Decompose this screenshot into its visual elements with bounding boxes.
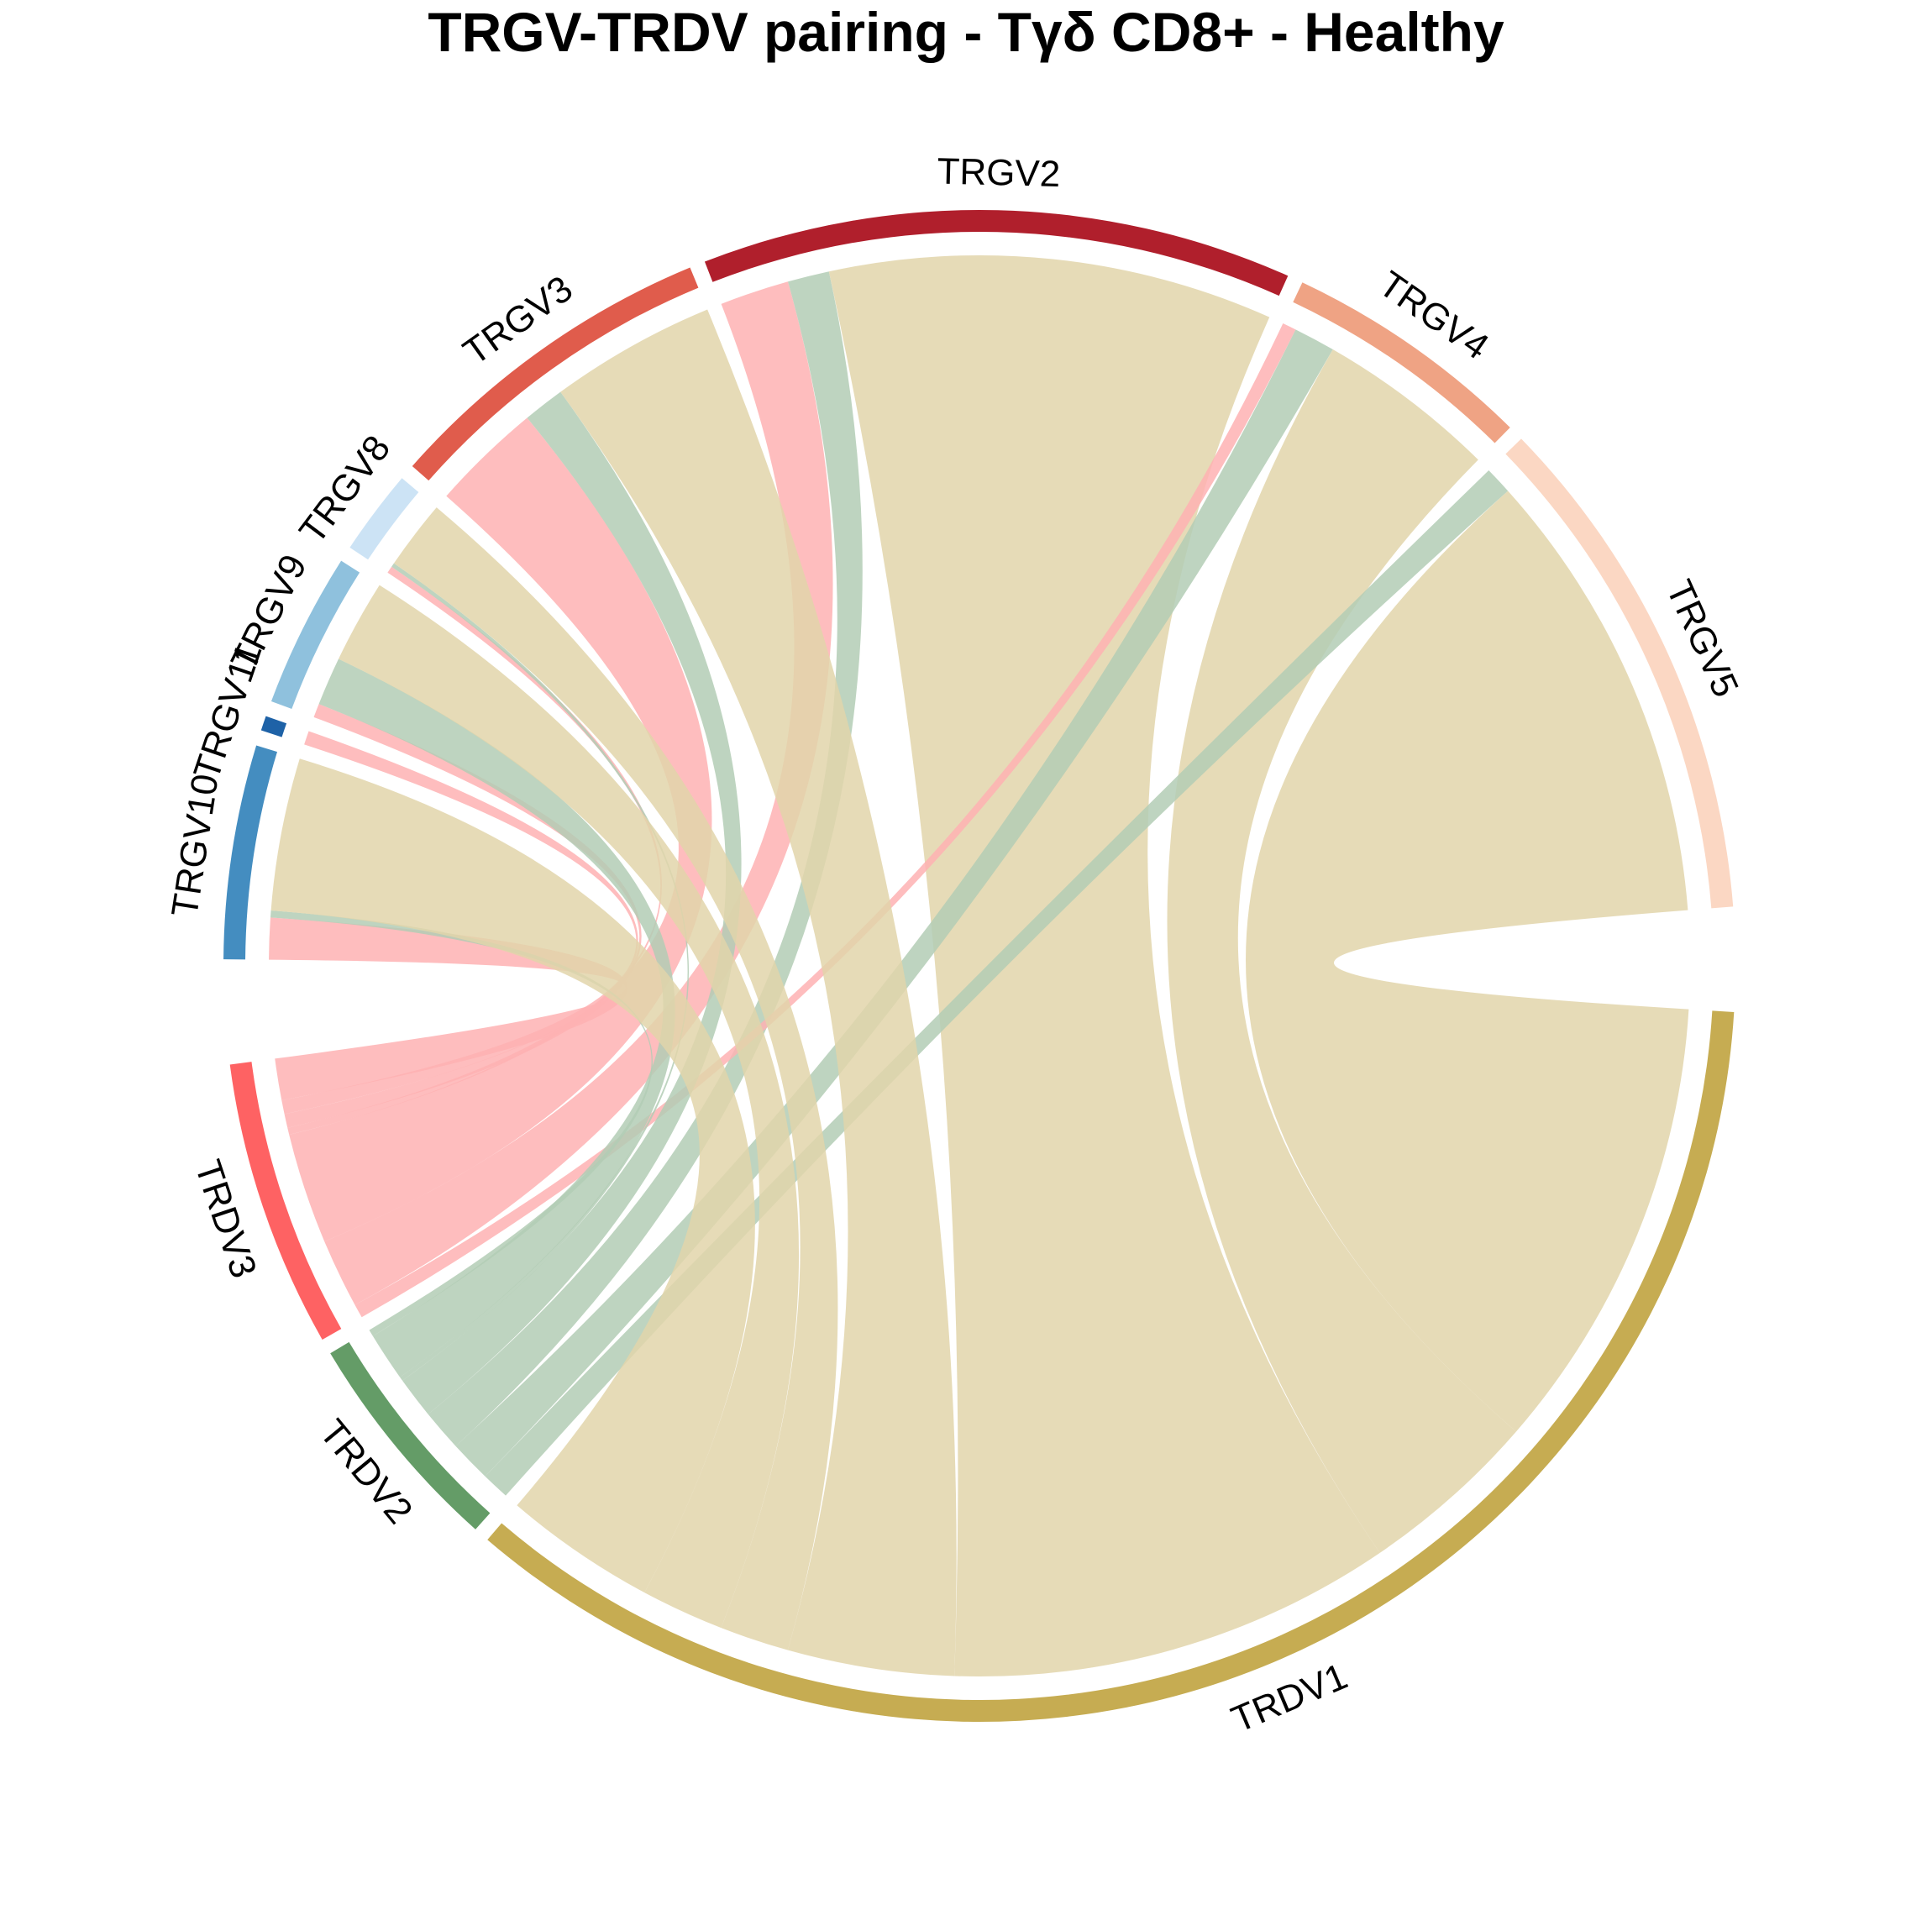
track-trgv2 [704, 210, 1289, 296]
link-trgv4-trdv2 [455, 329, 1333, 1477]
link-trgv3-trdv1 [560, 309, 957, 1676]
link-trgv4-trdv1 [1167, 349, 1516, 1553]
link-trgv9-trdv1 [339, 585, 800, 1629]
link-trgv10-trdv1 [270, 758, 755, 1593]
link-trgv8-trdv1 [393, 507, 838, 1650]
track-trgv8 [349, 478, 419, 560]
chart-title: TRGV-TRDV pairing - Tγδ CD8+ - Healthy [428, 1, 1504, 63]
link-trgv5-trdv1 [1246, 491, 1689, 1432]
link-trgv10-trdv3 [269, 917, 628, 1101]
track-trgv11 [260, 716, 287, 737]
link-trgv3-trdv2 [402, 391, 742, 1414]
tracks-layer [223, 210, 1735, 1722]
link-trgv9-trdv2 [318, 658, 675, 1377]
track-trgv4 [1293, 282, 1510, 443]
links-layer [269, 255, 1689, 1676]
link-trgv2-trdv1 [828, 255, 1380, 1676]
track-trgv9 [270, 560, 360, 710]
track-trdv3 [229, 1062, 342, 1340]
track-trgv10 [223, 745, 277, 960]
track-trdv2 [330, 1341, 491, 1529]
track-trgv3 [412, 267, 699, 481]
link-trgv2-trdv2 [428, 271, 863, 1446]
track-trgv5 [1505, 438, 1734, 909]
label-trgv2: TRGV2 [937, 151, 1061, 196]
link-trgv2-trdv3 [324, 281, 833, 1305]
label-trgv10: TRGV10 [164, 771, 226, 920]
link-trgv3-trdv3 [289, 417, 712, 1242]
